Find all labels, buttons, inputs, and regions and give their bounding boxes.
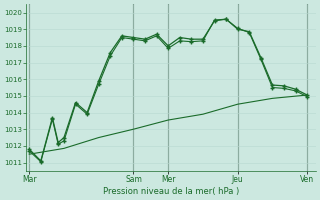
X-axis label: Pression niveau de la mer( hPa ): Pression niveau de la mer( hPa ) bbox=[103, 187, 239, 196]
